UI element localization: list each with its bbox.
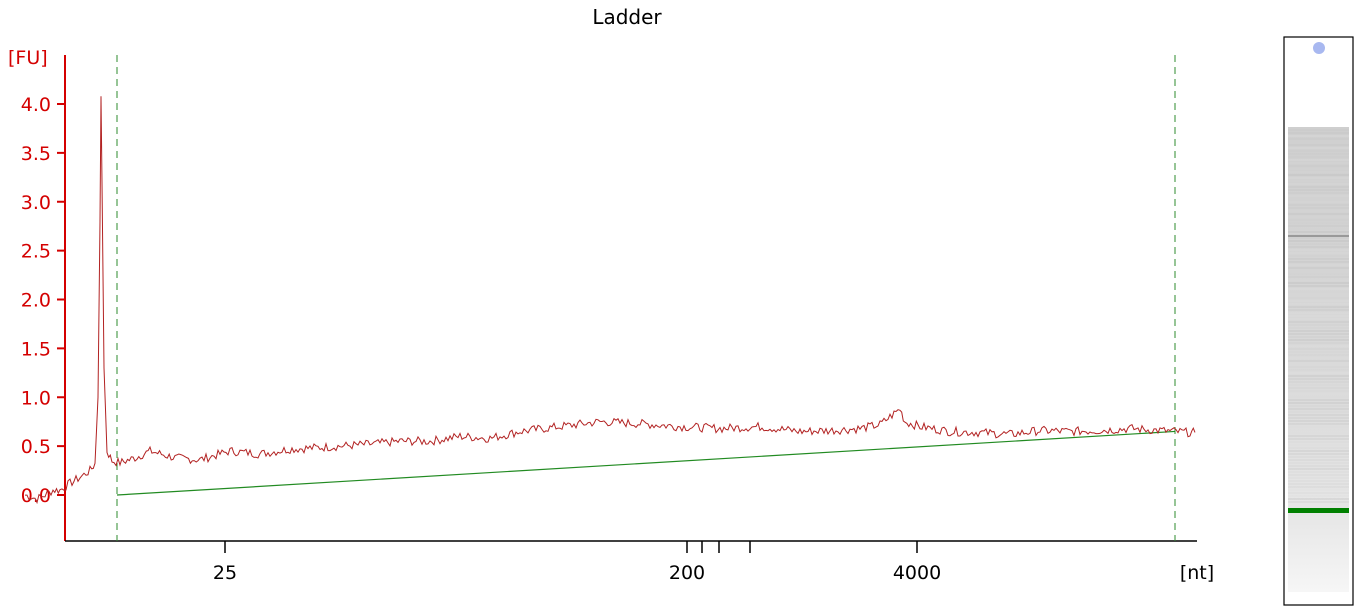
gel-lane-smear [1288, 127, 1349, 592]
y-tick-label: 3.0 [21, 192, 51, 214]
y-tick-label: 2.5 [21, 241, 51, 263]
y-axis-unit: [FU] [8, 47, 48, 69]
baseline-series-line [116, 430, 1176, 496]
y-tick-label: 4.0 [21, 94, 51, 116]
gel-marker-band [1288, 508, 1349, 513]
y-tick-label: 0.5 [21, 436, 51, 458]
y-tick-label: 3.5 [21, 143, 51, 165]
chart-title: Ladder [592, 5, 662, 29]
y-tick-label: 2.0 [21, 290, 51, 312]
gel-lane-bands [1288, 129, 1349, 503]
y-tick-label: 0.0 [21, 485, 51, 507]
y-tick-label: 1.0 [21, 387, 51, 409]
y-tick-label: 1.5 [21, 338, 51, 360]
x-tick-label: 25 [213, 562, 237, 584]
gel-lane [1283, 36, 1354, 606]
sample-series-line [25, 96, 1196, 505]
gel-upper-marker [1313, 42, 1325, 54]
x-tick-label: 200 [669, 562, 705, 584]
plot-area: 0.0 0.5 1.0 1.5 2.0 2.5 3.0 3.5 4.0 25 200 4000 [21, 55, 1197, 584]
x-tick-label: 4000 [893, 562, 941, 584]
x-axis-unit: [nt] [1180, 562, 1214, 584]
